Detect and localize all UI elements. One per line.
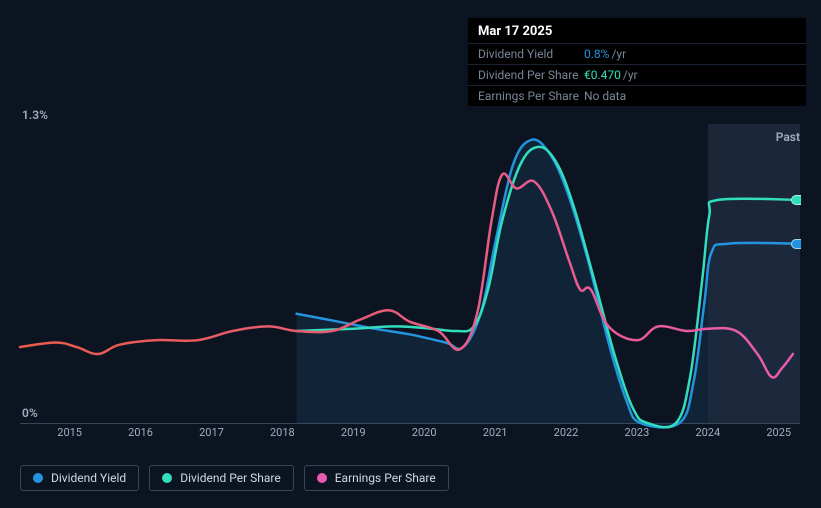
chart-plot-area[interactable]	[20, 124, 800, 424]
x-tick-label: 2017	[199, 426, 224, 439]
chart-tooltip: Mar 17 2025 Dividend Yield 0.8% /yr Divi…	[468, 18, 806, 106]
x-tick-label: 2019	[341, 426, 366, 439]
tooltip-row: Earnings Per Share No data	[468, 85, 806, 106]
x-tick-label: 2015	[57, 426, 82, 439]
x-tick-label: 2021	[483, 426, 508, 439]
tooltip-row-label: Dividend Per Share	[478, 68, 584, 82]
chart-svg	[20, 124, 800, 423]
x-tick-label: 2016	[128, 426, 153, 439]
y-axis-max-label: 1.3%	[22, 108, 48, 122]
tooltip-row-value: €0.470	[584, 68, 621, 82]
tooltip-row-suffix: /yr	[611, 47, 626, 61]
tooltip-row: Dividend Per Share €0.470 /yr	[468, 64, 806, 85]
dividend-chart[interactable]: 1.3% 0% Past 201520162017201820192020202…	[20, 100, 800, 435]
x-axis: 2015 2016 2017 2018 2019 2020 2021 2022 2023 2024…	[20, 426, 800, 446]
past-badge: Past	[776, 130, 800, 144]
legend-label: Dividend Per Share	[180, 471, 281, 485]
x-tick-label: 2020	[412, 426, 437, 439]
legend-item-earnings-per-share[interactable]: Earnings Per Share	[304, 465, 449, 491]
legend-dot-icon	[162, 473, 172, 483]
tooltip-row-suffix: /yr	[623, 68, 638, 82]
tooltip-row-value: No data	[584, 89, 626, 103]
legend-dot-icon	[317, 473, 327, 483]
legend-label: Earnings Per Share	[335, 471, 436, 485]
tooltip-row-label: Earnings Per Share	[478, 89, 584, 103]
series-end-marker	[791, 195, 801, 205]
x-tick-label: 2022	[554, 426, 579, 439]
x-tick-label: 2018	[270, 426, 295, 439]
x-tick-label: 2023	[625, 426, 650, 439]
legend-dot-icon	[33, 473, 43, 483]
x-tick-label: 2025	[766, 426, 791, 439]
legend-label: Dividend Yield	[51, 471, 126, 485]
legend-item-dividend-yield[interactable]: Dividend Yield	[20, 465, 139, 491]
series-end-marker	[791, 239, 801, 249]
tooltip-row: Dividend Yield 0.8% /yr	[468, 43, 806, 64]
legend-item-dividend-per-share[interactable]: Dividend Per Share	[149, 465, 294, 491]
tooltip-row-label: Dividend Yield	[478, 47, 584, 61]
x-tick-label: 2024	[695, 426, 720, 439]
chart-legend: Dividend Yield Dividend Per Share Earnin…	[20, 465, 449, 491]
tooltip-row-value: 0.8%	[584, 47, 609, 61]
tooltip-date: Mar 17 2025	[468, 18, 806, 43]
